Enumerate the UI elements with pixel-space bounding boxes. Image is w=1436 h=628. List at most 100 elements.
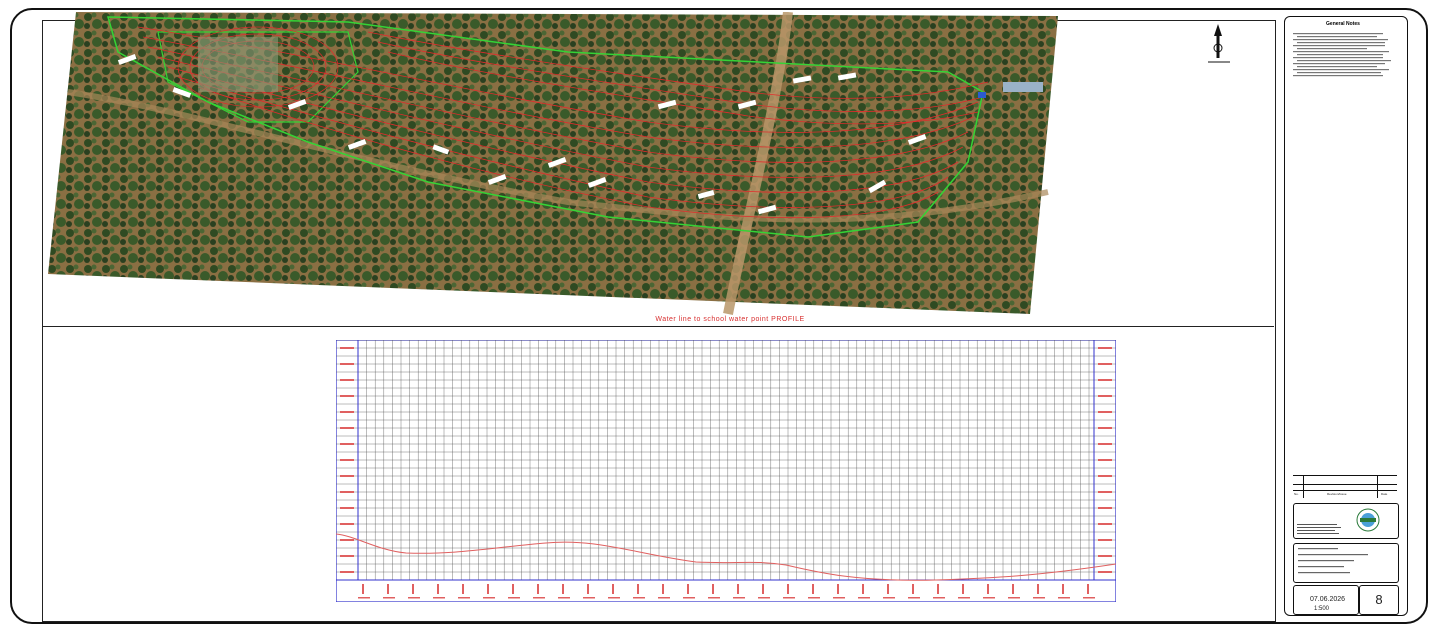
station-tick <box>383 597 395 599</box>
elevation-tick <box>1098 555 1112 557</box>
station-tick <box>633 597 645 599</box>
station-tick <box>883 597 895 599</box>
contour-labels <box>117 54 927 215</box>
station-tick <box>783 597 795 599</box>
drawing-scale: 1:500 <box>1314 606 1330 612</box>
station-tick <box>912 584 914 594</box>
station-tick <box>1058 597 1070 599</box>
elevation-tick <box>340 475 354 477</box>
elevation-tick <box>1098 347 1112 349</box>
station-tick <box>562 584 564 594</box>
elevation-tick <box>340 347 354 349</box>
elevation-tick <box>1098 507 1112 509</box>
reservoir-boundary <box>157 31 359 123</box>
profile-title: Water line to school water point PROFILE <box>655 316 805 323</box>
station-tick <box>983 597 995 599</box>
station-tick <box>962 584 964 594</box>
organization-box <box>1293 503 1399 539</box>
station-tick <box>1037 584 1039 594</box>
station-tick <box>483 597 495 599</box>
revision-table: No. Revision/Issue Date <box>1293 475 1397 498</box>
station-tick <box>537 584 539 594</box>
station-tick <box>587 584 589 594</box>
station-tick <box>512 584 514 594</box>
elevation-tick <box>340 411 354 413</box>
elevation-tick <box>340 379 354 381</box>
station-tick <box>408 597 420 599</box>
station-tick <box>937 584 939 594</box>
station-tick <box>1008 597 1020 599</box>
road-vertical <box>723 12 793 315</box>
building <box>1003 82 1043 92</box>
station-tick <box>662 584 664 594</box>
station-tick <box>1087 584 1089 594</box>
elevation-tick <box>1098 475 1112 477</box>
station-tick <box>862 584 864 594</box>
elevation-tick <box>340 459 354 461</box>
station-labels <box>358 584 1095 599</box>
station-tick <box>687 584 689 594</box>
elevation-tick <box>1098 379 1112 381</box>
profile-chart <box>336 340 1116 602</box>
elevation-tick <box>340 491 354 493</box>
ground-profile-line <box>336 533 1116 581</box>
elevation-tick <box>340 427 354 429</box>
station-tick <box>683 597 695 599</box>
profile-horizontal-grid <box>336 340 1116 581</box>
station-tick <box>558 597 570 599</box>
north-arrow-icon <box>1208 24 1230 63</box>
reservoir-area <box>198 37 278 92</box>
station-tick <box>533 597 545 599</box>
elevation-tick <box>340 539 354 541</box>
left-elevation-ticks <box>340 347 354 573</box>
elevation-tick <box>340 571 354 573</box>
station-tick <box>733 597 745 599</box>
station-tick <box>712 584 714 594</box>
station-tick <box>387 584 389 594</box>
rev-date-header: Date <box>1381 492 1388 496</box>
station-tick <box>462 584 464 594</box>
title-block: General Notes No. Revision/Issue Date <box>1284 16 1408 616</box>
elevation-tick <box>1098 395 1112 397</box>
elevation-tick <box>1098 443 1112 445</box>
station-tick <box>837 584 839 594</box>
road-horizontal <box>67 89 1049 223</box>
general-notes-heading: General Notes <box>1326 21 1360 27</box>
elevation-tick <box>340 523 354 525</box>
elevation-tick <box>1098 427 1112 429</box>
project-info-box <box>1293 543 1399 583</box>
elevation-tick <box>1098 459 1112 461</box>
station-tick <box>433 597 445 599</box>
elevation-tick <box>1098 411 1112 413</box>
station-tick <box>887 584 889 594</box>
elevation-tick <box>340 555 354 557</box>
station-tick <box>812 584 814 594</box>
station-tick <box>708 597 720 599</box>
station-tick <box>612 584 614 594</box>
station-tick <box>1033 597 1045 599</box>
right-elevation-ticks <box>1098 347 1112 573</box>
station-tick <box>1083 597 1095 599</box>
station-tick <box>808 597 820 599</box>
station-tick <box>1012 584 1014 594</box>
station-tick <box>758 597 770 599</box>
sheet-number-box: 8 <box>1359 585 1399 615</box>
station-tick <box>487 584 489 594</box>
date-scale-box: 07.06.2026 1:500 <box>1293 585 1359 615</box>
rev-description-header: Revision/Issue <box>1327 492 1347 496</box>
general-notes-text <box>1293 33 1391 77</box>
station-tick <box>458 597 470 599</box>
sheet-number: 8 <box>1375 592 1383 607</box>
station-tick <box>412 584 414 594</box>
station-tick <box>737 584 739 594</box>
station-tick <box>583 597 595 599</box>
station-tick <box>958 597 970 599</box>
rev-no-header: No. <box>1294 492 1299 496</box>
station-tick <box>858 597 870 599</box>
site-boundary <box>106 16 984 238</box>
elevation-tick <box>1098 523 1112 525</box>
station-tick <box>1062 584 1064 594</box>
station-tick <box>908 597 920 599</box>
station-tick <box>437 584 439 594</box>
elevation-tick <box>1098 539 1112 541</box>
